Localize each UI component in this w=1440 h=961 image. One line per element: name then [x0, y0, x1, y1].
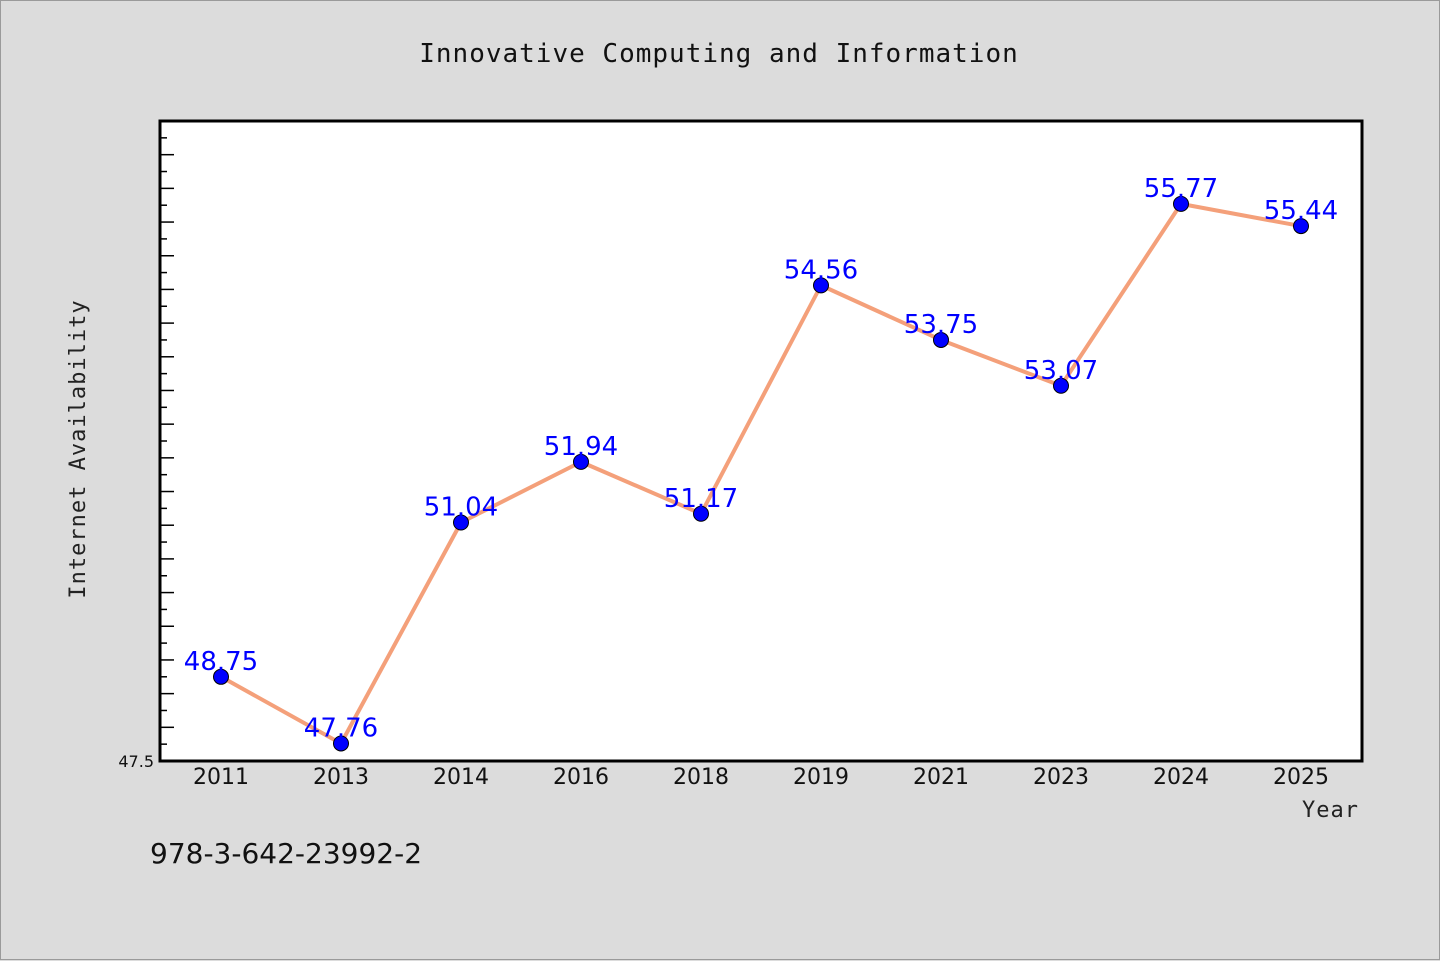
x-tick-label: 2011	[193, 765, 249, 790]
y-axis-label: Internet Availability	[66, 299, 91, 598]
chart-title: Innovative Computing and Information	[419, 39, 1019, 69]
data-label: 54.56	[784, 255, 858, 285]
series-line	[220, 201, 1302, 746]
data-point	[1053, 377, 1069, 394]
data-point	[573, 453, 589, 470]
data-label: 55.44	[1264, 196, 1338, 226]
data-label: 51.04	[424, 493, 498, 523]
data-label: 53.07	[1024, 356, 1098, 386]
data-label: 53.75	[904, 310, 978, 340]
y-axis-min-label: 47.5	[118, 752, 154, 771]
data-point	[813, 277, 829, 294]
data-label: 48.75	[184, 647, 258, 677]
data-point	[1293, 218, 1309, 235]
x-tick-label: 2025	[1273, 765, 1329, 790]
x-tick-label: 2014	[433, 765, 489, 790]
x-tick-label: 2018	[673, 765, 729, 790]
x-tick-label: 2023	[1033, 765, 1089, 790]
data-label: 51.17	[664, 484, 738, 514]
data-label: 55.77	[1144, 174, 1218, 204]
data-point	[1173, 195, 1189, 212]
x-axis-label: Year	[1302, 798, 1359, 823]
x-tick-label: 2021	[913, 765, 969, 790]
x-tick-label: 2013	[313, 765, 369, 790]
data-point	[693, 505, 709, 522]
data-point	[933, 331, 949, 348]
x-tick-label: 2016	[553, 765, 609, 790]
data-label: 51.94	[544, 432, 618, 462]
isbn-text: 978-3-642-23992-2	[150, 837, 422, 870]
y-axis-ticks	[160, 137, 174, 745]
series-group: 48.75 47.76 51.04 51.94 51.17 54.56 53.75 53.07…	[184, 174, 1338, 752]
x-tick-label: 2024	[1153, 765, 1209, 790]
data-label: 47.76	[304, 713, 378, 743]
x-tick-label: 2019	[793, 765, 849, 790]
data-point	[213, 668, 229, 685]
plot-area	[158, 119, 1364, 763]
x-axis-tick-labels: 2011 2013 2014 2016 2018 2019 2021 2023 2024 2025	[193, 765, 1329, 790]
data-point	[333, 735, 349, 752]
data-point	[453, 514, 469, 531]
